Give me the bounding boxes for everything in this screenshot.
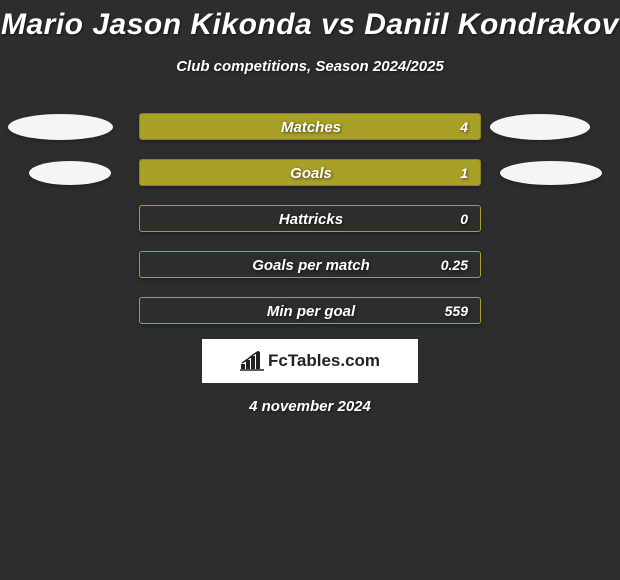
right-ellipse [490, 114, 590, 140]
date-text: 4 november 2024 [0, 398, 620, 415]
stat-bar: Goals 1 [139, 159, 481, 186]
left-ellipse [29, 161, 111, 185]
stat-bar: Hattricks 0 [139, 205, 481, 232]
stat-value: 559 [445, 298, 468, 324]
bar-chart-icon [240, 351, 264, 371]
stat-row-goals-per-match: Goals per match 0.25 [0, 251, 620, 278]
attribution-badge: FcTables.com [202, 339, 418, 383]
stat-row-goals: Goals 1 [0, 159, 620, 186]
stat-label: Min per goal [140, 298, 481, 324]
stat-value: 0.25 [441, 252, 468, 278]
stat-row-min-per-goal: Min per goal 559 [0, 297, 620, 324]
page-title: Mario Jason Kikonda vs Daniil Kondrakov [0, 0, 620, 42]
comparison-infographic: Mario Jason Kikonda vs Daniil Kondrakov … [0, 0, 620, 580]
left-ellipse [8, 114, 113, 140]
right-ellipse [500, 161, 602, 185]
stat-label: Goals [140, 160, 481, 186]
stat-value: 4 [460, 114, 468, 140]
stat-bar: Matches 4 [139, 113, 481, 140]
stat-label: Matches [140, 114, 481, 140]
attribution-text: FcTables.com [268, 351, 380, 371]
stat-label: Goals per match [140, 252, 481, 278]
stat-row-hattricks: Hattricks 0 [0, 205, 620, 232]
stat-bar: Goals per match 0.25 [139, 251, 481, 278]
stat-rows: Matches 4 Goals 1 Hattricks 0 [0, 113, 620, 324]
subtitle: Club competitions, Season 2024/2025 [0, 58, 620, 75]
stat-value: 0 [460, 206, 468, 232]
stat-bar: Min per goal 559 [139, 297, 481, 324]
stat-label: Hattricks [140, 206, 481, 232]
stat-value: 1 [460, 160, 468, 186]
stat-row-matches: Matches 4 [0, 113, 620, 140]
